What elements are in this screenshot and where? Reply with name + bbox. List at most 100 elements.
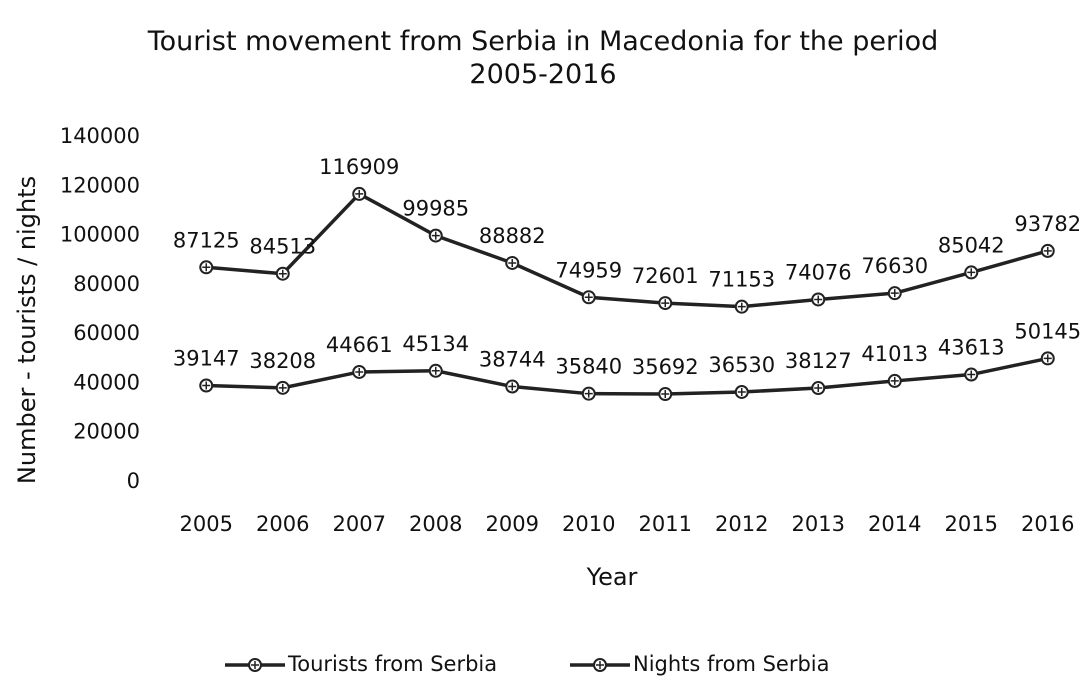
data-label: 38744 <box>479 348 546 372</box>
y-tick-label: 20000 <box>73 420 140 444</box>
x-tick-label: 2011 <box>639 512 692 536</box>
y-tick-label: 100000 <box>60 223 140 247</box>
data-label: 74959 <box>555 258 622 282</box>
marker-cross <box>1043 246 1052 255</box>
data-label: 43613 <box>938 336 1005 360</box>
legend-label: Tourists from Serbia <box>287 652 497 676</box>
x-tick-label: 2016 <box>1021 512 1074 536</box>
x-tick-label: 2015 <box>945 512 998 536</box>
point-marker <box>352 186 367 201</box>
data-label: 87125 <box>173 228 240 252</box>
y-axis-title: Number - tourists / nights <box>13 176 41 484</box>
point-marker <box>275 380 290 395</box>
point-marker <box>428 228 443 243</box>
point-marker <box>734 299 749 314</box>
point-marker <box>505 379 520 394</box>
marker-cross <box>278 383 287 392</box>
data-label: 38208 <box>249 349 316 373</box>
x-tick-label: 2014 <box>868 512 921 536</box>
data-label: 76630 <box>861 254 928 278</box>
x-tick-label: 2010 <box>562 512 615 536</box>
point-marker <box>352 364 367 379</box>
marker-cross <box>890 376 899 385</box>
point-marker <box>811 381 826 396</box>
legend-label: Nights from Serbia <box>633 652 830 676</box>
marker-cross <box>814 384 823 393</box>
data-label: 85042 <box>938 233 1005 257</box>
marker-cross <box>737 387 746 396</box>
x-tick-label: 2007 <box>333 512 386 536</box>
point-marker <box>593 658 607 672</box>
data-label: 35692 <box>632 355 699 379</box>
data-label: 39147 <box>173 347 240 371</box>
x-tick-label: 2005 <box>180 512 233 536</box>
marker-cross <box>890 289 899 298</box>
point-marker <box>248 658 262 672</box>
point-marker <box>581 386 596 401</box>
marker-cross <box>278 269 287 278</box>
point-marker <box>964 265 979 280</box>
data-label: 71153 <box>708 268 775 292</box>
point-marker <box>734 384 749 399</box>
y-tick-label: 40000 <box>73 370 140 394</box>
x-tick-label: 2012 <box>715 512 768 536</box>
data-label: 41013 <box>861 342 928 366</box>
y-tick-label: 120000 <box>60 173 140 197</box>
data-label: 45134 <box>402 332 469 356</box>
point-marker <box>275 266 290 281</box>
marker-cross <box>661 390 670 399</box>
x-tick-label: 2006 <box>256 512 309 536</box>
point-marker <box>658 387 673 402</box>
data-label: 44661 <box>326 333 393 357</box>
marker-cross <box>202 263 211 272</box>
data-label: 35840 <box>555 355 622 379</box>
point-marker <box>505 255 520 270</box>
marker-cross <box>202 381 211 390</box>
marker-cross <box>596 661 604 669</box>
marker-cross <box>584 293 593 302</box>
point-marker <box>964 367 979 382</box>
marker-cross <box>1043 354 1052 363</box>
data-label: 84513 <box>249 235 316 259</box>
y-tick-label: 80000 <box>73 272 140 296</box>
point-marker <box>1040 351 1055 366</box>
series-line <box>206 191 1049 309</box>
point-marker <box>428 363 443 378</box>
marker-cross <box>251 661 259 669</box>
marker-cross <box>355 367 364 376</box>
data-label: 88882 <box>479 224 546 248</box>
y-tick-label: 0 <box>127 469 140 493</box>
point-marker <box>1040 243 1055 258</box>
marker-cross <box>431 366 440 375</box>
marker-cross <box>508 258 517 267</box>
data-label: 93782 <box>1014 212 1081 236</box>
marker-cross <box>584 389 593 398</box>
marker-cross <box>737 302 746 311</box>
x-tick-label: 2013 <box>792 512 845 536</box>
x-axis-title: Year <box>586 563 638 591</box>
marker-cross <box>967 268 976 277</box>
y-tick-label: 60000 <box>73 321 140 345</box>
data-label: 36530 <box>708 353 775 377</box>
point-marker <box>199 260 214 275</box>
data-label: 72601 <box>632 264 699 288</box>
marker-cross <box>661 299 670 308</box>
point-marker <box>581 290 596 305</box>
x-tick-label: 2008 <box>409 512 462 536</box>
marker-cross <box>431 231 440 240</box>
point-marker <box>887 286 902 301</box>
point-marker <box>658 296 673 311</box>
data-label: 50145 <box>1014 319 1081 343</box>
marker-cross <box>508 382 517 391</box>
chart-title: Tourist movement from Serbia in Macedoni… <box>147 26 939 90</box>
series-line <box>206 356 1049 396</box>
marker-cross <box>814 295 823 304</box>
data-label: 99985 <box>402 197 469 221</box>
data-label: 38127 <box>785 349 852 373</box>
x-tick-label: 2009 <box>486 512 539 536</box>
y-tick-label: 140000 <box>60 124 140 148</box>
data-label: 116909 <box>319 155 399 179</box>
data-label: 74076 <box>785 260 852 284</box>
point-marker <box>811 292 826 307</box>
